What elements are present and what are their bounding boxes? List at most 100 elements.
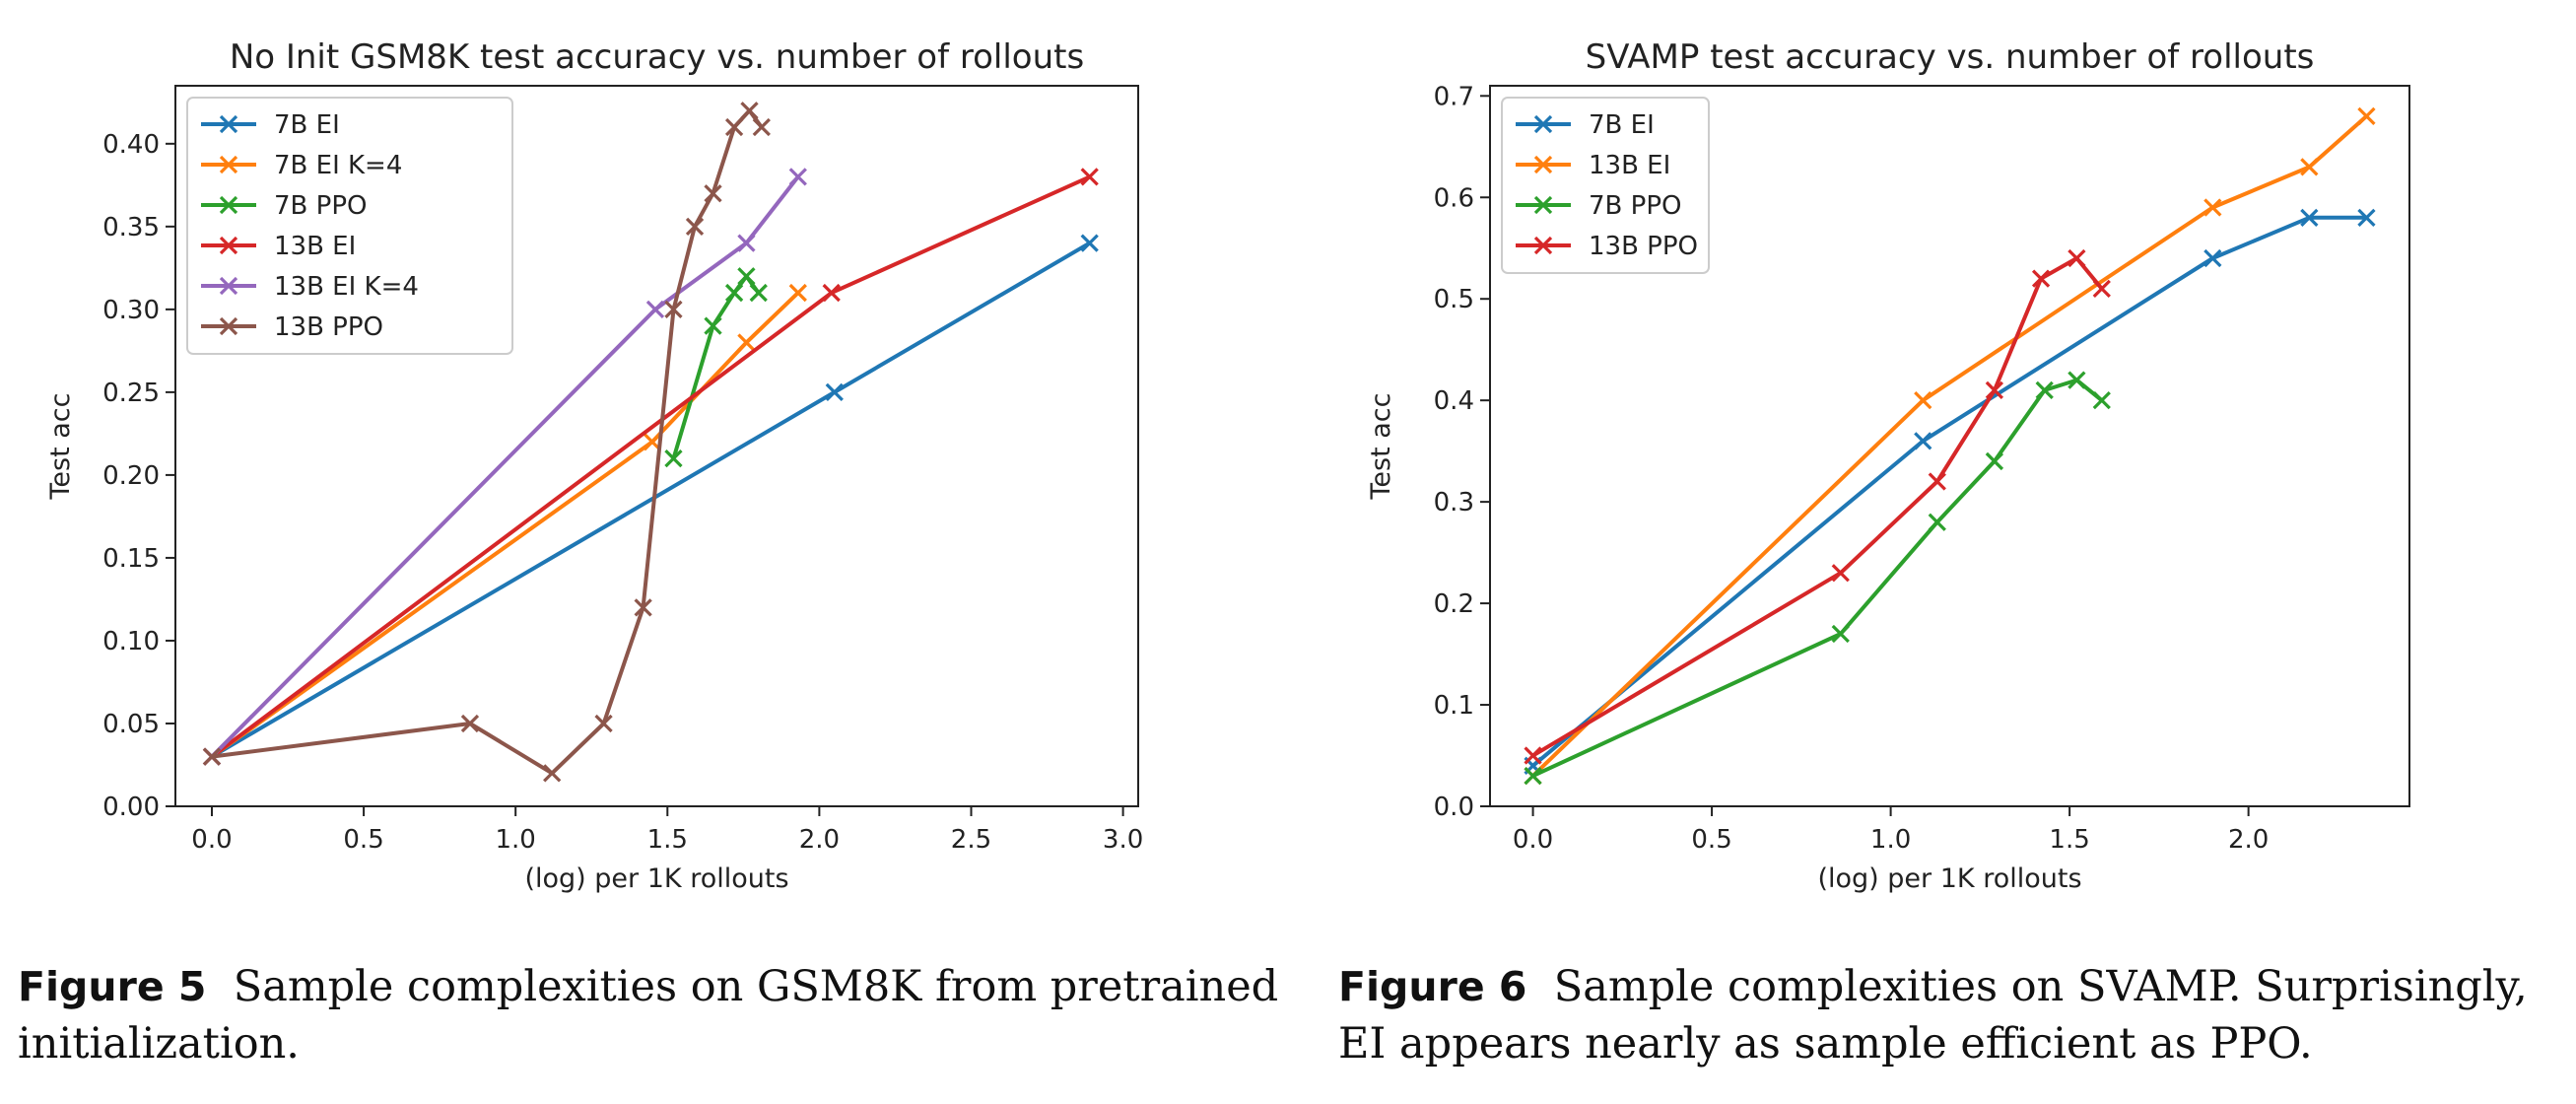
chart0-point-13b-ei-k-4-1 — [645, 300, 665, 318]
figure-6-label: Figure 6 — [1338, 963, 1527, 1010]
chart1-legend-marker-7b-ppo — [1533, 195, 1553, 215]
figure-6-caption-text: Sample complexities on SVAMP. Surprising… — [1338, 962, 2528, 1069]
chart1-point-13b-ppo-5 — [2068, 248, 2086, 268]
chart0-point-7b-ppo-0 — [664, 448, 683, 468]
chart0-legend-label-7b-ei-k-4: 7B EI K=4 — [274, 151, 402, 180]
chart0-point-7b-ei-k-4-2 — [737, 333, 756, 352]
chart0-point-7b-ei-2 — [1080, 234, 1099, 252]
chart0-point-13b-ei-1 — [822, 283, 841, 303]
chart0-legend-label-13b-ei: 13B EI — [274, 232, 356, 261]
chart1-plot-frame — [1489, 85, 2410, 807]
chart1-point-7b-ei-4 — [2357, 208, 2376, 227]
chart0-point-13b-ei-k-4-3 — [788, 168, 807, 186]
chart0-x-tick-label-4: 2.0 — [799, 825, 840, 855]
chart1-point-13b-ei-3 — [2300, 158, 2319, 176]
chart1-legend-label-13b-ppo: 13B PPO — [1589, 232, 1698, 261]
chart1-x-tick-label-0: 0.0 — [1513, 825, 1553, 855]
chart1-point-7b-ppo-2 — [1928, 513, 1946, 531]
chart0-point-7b-ppo-3 — [737, 267, 756, 286]
chart0-x-tick-label-0: 0.0 — [191, 825, 232, 855]
chart1-point-7b-ppo-6 — [2092, 391, 2111, 410]
chart0-point-13b-ppo-9 — [740, 102, 759, 120]
chart0-legend-label-13b-ppo: 13B PPO — [274, 312, 383, 342]
chart1-legend-label-7b-ei: 7B EI — [1589, 110, 1655, 140]
chart0-series-line-7b-ppo — [671, 274, 761, 459]
chart1-x-tick-label-1: 0.5 — [1691, 825, 1731, 855]
chart0-x-tick-label-2: 1.0 — [496, 825, 536, 855]
chart0-series-line-13b-ei-k-4 — [210, 175, 800, 759]
chart0-plot-frame — [174, 85, 1139, 807]
chart0-point-13b-ppo-5 — [664, 300, 683, 318]
chart0-point-13b-ppo-4 — [634, 598, 652, 617]
chart1-y-tick-label-2: 0.2 — [1434, 589, 1474, 619]
chart0-legend — [186, 97, 513, 355]
chart1-point-7b-ppo-1 — [1831, 624, 1850, 644]
chart0-legend-marker-7b-ei — [219, 114, 238, 134]
chart0-x-tick-label-5: 2.5 — [951, 825, 991, 855]
figure-6-caption: Figure 6 Sample complexities on SVAMP. S… — [1338, 958, 2570, 1072]
chart1-point-13b-ppo-6 — [2092, 279, 2111, 299]
chart0-legend-label-13b-ei-k-4: 13B EI K=4 — [274, 272, 419, 302]
chart0-point-7b-ppo-4 — [749, 283, 768, 303]
chart1-point-7b-ei-3 — [2300, 208, 2319, 227]
chart1-point-13b-ei-2 — [2203, 198, 2222, 217]
chart0-point-13b-ppo-2 — [543, 764, 562, 783]
chart1-y-tick-label-5: 0.5 — [1434, 285, 1474, 314]
chart0-legend-marker-7b-ppo — [219, 195, 238, 215]
chart1-point-7b-ppo-3 — [1985, 451, 2004, 471]
chart0-point-13b-ppo-1 — [460, 714, 480, 733]
figure-5-label: Figure 5 — [18, 963, 207, 1010]
chart0-point-7b-ppo-1 — [704, 316, 722, 335]
chart0-y-tick-label-8: 0.40 — [102, 130, 160, 160]
chart1-point-13b-ei-1 — [1914, 391, 1932, 410]
chart1-point-13b-ppo-2 — [1928, 472, 1946, 491]
figure-5-caption-text: Sample complexities on GSM8K from pretra… — [18, 962, 1279, 1069]
gsm8k-chart: No Init GSM8K test accuracy vs. number o… — [45, 37, 1143, 894]
chart0-point-13b-ppo-7 — [704, 184, 722, 203]
chart1-point-7b-ppo-4 — [2035, 380, 2054, 400]
chart1-legend-marker-13b-ei — [1533, 155, 1553, 174]
chart0-y-tick-label-3: 0.15 — [102, 544, 160, 574]
chart0-legend-marker-13b-ppo — [219, 316, 238, 336]
chart1-point-13b-ppo-3 — [1985, 380, 2004, 400]
chart1-x-tick-label-4: 2.0 — [2228, 825, 2269, 855]
chart0-legend-marker-13b-ei — [219, 236, 238, 255]
chart0-x-tick-label-3: 1.5 — [647, 825, 688, 855]
chart0-y-tick-label-6: 0.30 — [102, 296, 160, 325]
chart0-x-tick-label-1: 0.5 — [343, 825, 383, 855]
chart1-legend-marker-7b-ei — [1533, 114, 1553, 134]
chart1-title: SVAMP test accuracy vs. number of rollou… — [1586, 37, 2315, 77]
chart0-y-axis-label: Test acc — [45, 393, 76, 501]
chart1-x-tick-label-2: 1.0 — [1870, 825, 1911, 855]
chart1-point-7b-ei-1 — [1914, 432, 1932, 450]
chart1-point-13b-ppo-1 — [1831, 564, 1850, 583]
chart1-y-tick-label-4: 0.4 — [1434, 386, 1474, 416]
chart0-point-7b-ppo-2 — [724, 283, 744, 303]
chart0-series-line-7b-ei-k-4 — [210, 291, 800, 759]
chart0-title: No Init GSM8K test accuracy vs. number o… — [230, 37, 1084, 77]
chart1-legend-marker-13b-ppo — [1533, 236, 1553, 255]
chart0-point-7b-ei-k-4-1 — [643, 433, 662, 451]
chart1-series-line-7b-ppo — [1531, 378, 2104, 778]
chart0-y-tick-label-0: 0.00 — [102, 793, 160, 822]
chart1-point-7b-ei-2 — [2203, 248, 2222, 268]
chart0-point-13b-ppo-0 — [202, 747, 222, 766]
chart1-y-tick-label-6: 0.6 — [1434, 183, 1474, 213]
chart1-y-tick-label-1: 0.1 — [1434, 691, 1474, 721]
chart0-point-7b-ei-1 — [825, 382, 844, 402]
chart1-series-line-13b-ppo — [1531, 256, 2104, 758]
chart1-y-tick-label-3: 0.3 — [1434, 488, 1474, 518]
chart1-point-7b-ppo-5 — [2068, 371, 2086, 389]
chart0-point-13b-ei-k-4-2 — [737, 234, 756, 252]
chart0-point-13b-ppo-8 — [724, 117, 744, 137]
chart1-x-tick-label-3: 1.5 — [2049, 825, 2089, 855]
chart0-y-tick-label-5: 0.25 — [102, 379, 160, 408]
chart0-y-tick-label-2: 0.10 — [102, 627, 160, 656]
chart1-legend-label-7b-ppo: 7B PPO — [1589, 191, 1681, 221]
chart0-point-13b-ppo-6 — [685, 217, 705, 236]
chart0-point-13b-ppo-3 — [594, 714, 613, 733]
chart1-legend — [1501, 97, 1710, 274]
chart1-y-tick-label-7: 0.7 — [1434, 82, 1474, 111]
chart1-y-tick-label-0: 0.0 — [1434, 793, 1474, 822]
chart0-legend-label-7b-ei: 7B EI — [274, 110, 340, 140]
